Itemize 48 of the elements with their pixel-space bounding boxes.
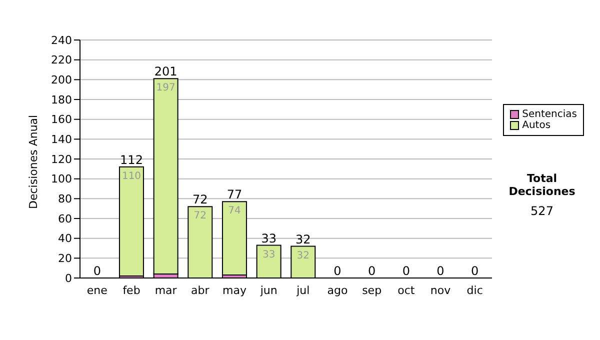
y-tick-label: 0 [65,272,72,285]
total-label: 33 [261,231,276,246]
y-tick-label: 240 [51,34,72,47]
total-label: 112 [120,152,143,167]
text: 527 [530,204,554,218]
total-label: 0 [368,264,376,278]
y-tick-label: 180 [51,93,72,106]
y-tick-label: 120 [51,152,72,166]
y-tick-label: 200 [51,74,72,87]
y-tick-label: 140 [51,133,72,146]
total-label: 32 [296,232,311,246]
total-label: 0 [334,264,342,278]
y-tick-label: 20 [58,252,72,266]
legend-label: Sentencias [522,109,577,120]
data-label: 33 [262,249,276,260]
data-label: 110 [122,170,142,182]
total-label: 0 [93,264,101,278]
x-tick-label: abr [191,284,210,297]
x-tick-label: sep [362,284,382,297]
total-label: 72 [192,192,208,207]
legend-label: Autos [522,120,551,131]
total-label: 0 [471,264,479,278]
total-label: 0 [436,264,444,278]
total-label: 201 [154,64,178,79]
y-tick-label: 80 [58,192,72,206]
x-tick-label: ago [327,284,348,297]
x-tick-label: may [222,284,247,297]
x-tick-label: jul [296,284,310,297]
text: Total Decisiones [508,172,576,198]
y-axis-title: Decisiones Anual [26,114,40,209]
x-tick-label: nov [430,284,452,297]
x-tick-label: oct [398,284,416,297]
y-tick-label: 220 [51,54,72,67]
data-label: 74 [228,206,241,217]
y-tick-label: 60 [58,212,72,226]
y-tick-label: 40 [58,232,72,246]
y-tick-label: 160 [51,113,72,126]
data-label: 197 [156,82,176,94]
data-label: 72 [194,210,207,222]
x-tick-label: dic [466,284,483,297]
x-tick-label: mar [154,284,178,297]
total-label: 0 [402,264,410,278]
x-tick-label: feb [122,284,140,297]
y-tick-label: 100 [51,172,72,186]
total-label: 77 [226,188,242,202]
x-tick-label: ene [86,284,108,297]
x-tick-label: jun [259,284,278,297]
data-label: 32 [296,250,310,262]
